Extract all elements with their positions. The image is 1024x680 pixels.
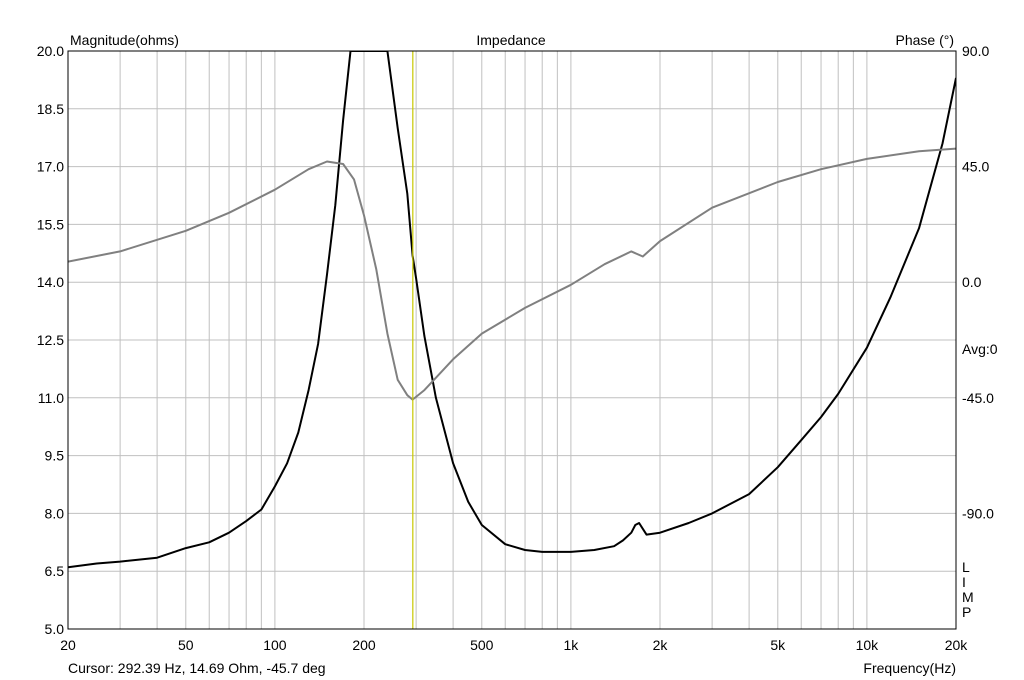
y-tick-label: 8.0 xyxy=(45,505,65,521)
phase-series-line xyxy=(68,147,956,401)
side-letter-l: L xyxy=(962,559,970,575)
grid-lines xyxy=(68,50,956,630)
x-tick-label: 50 xyxy=(178,637,194,653)
avg-label: Avg:0 xyxy=(962,341,998,357)
x-tick-label: 500 xyxy=(470,637,494,653)
y2-tick-label: -90.0 xyxy=(962,505,994,521)
x-tick-label: 5k xyxy=(770,637,786,653)
y2-tick-label: -45.0 xyxy=(962,390,994,406)
tick-labels: 5.0 6.5 8.0 9.5 11.0 12.5 14.0 15.5 17.0 18.5 20.0… xyxy=(37,43,994,653)
y-tick-label: 5.0 xyxy=(45,621,65,637)
side-letter-i: I xyxy=(962,574,966,590)
x-tick-label: 1k xyxy=(563,637,579,653)
x-tick-label: 2k xyxy=(653,637,669,653)
plot-frame xyxy=(67,50,957,630)
y-tick-label: 12.5 xyxy=(37,332,64,348)
x-tick-label: 20 xyxy=(60,637,76,653)
y2-axis-title: Phase (°) xyxy=(895,32,954,48)
x-axis-title: Frequency(Hz) xyxy=(863,660,956,676)
y-tick-label: 17.0 xyxy=(37,159,64,175)
side-letter-m: M xyxy=(962,589,974,605)
y2-tick-label: 0.0 xyxy=(962,274,982,290)
y-tick-label: 14.0 xyxy=(37,274,64,290)
y-tick-label: 18.5 xyxy=(37,101,64,117)
series-layer xyxy=(68,51,956,569)
side-letter-p: P xyxy=(962,604,971,620)
y-tick-label: 20.0 xyxy=(37,43,64,59)
x-tick-label: 10k xyxy=(856,637,880,653)
y-tick-label: 6.5 xyxy=(45,563,65,579)
y-axis-title: Magnitude(ohms) xyxy=(70,32,179,48)
x-tick-label: 200 xyxy=(352,637,376,653)
y2-tick-label: 90.0 xyxy=(962,43,989,59)
magnitude-series-line xyxy=(68,51,956,569)
y-tick-label: 11.0 xyxy=(38,390,64,406)
y-tick-label: 15.5 xyxy=(37,216,64,232)
chart-title: Impedance xyxy=(476,32,545,48)
cursor-readout: Cursor: 292.39 Hz, 14.69 Ohm, -45.7 deg xyxy=(68,660,326,676)
x-tick-label: 100 xyxy=(263,637,287,653)
y-tick-label: 9.5 xyxy=(45,448,65,464)
x-tick-label: 20k xyxy=(945,637,969,653)
y2-tick-label: 45.0 xyxy=(962,159,989,175)
